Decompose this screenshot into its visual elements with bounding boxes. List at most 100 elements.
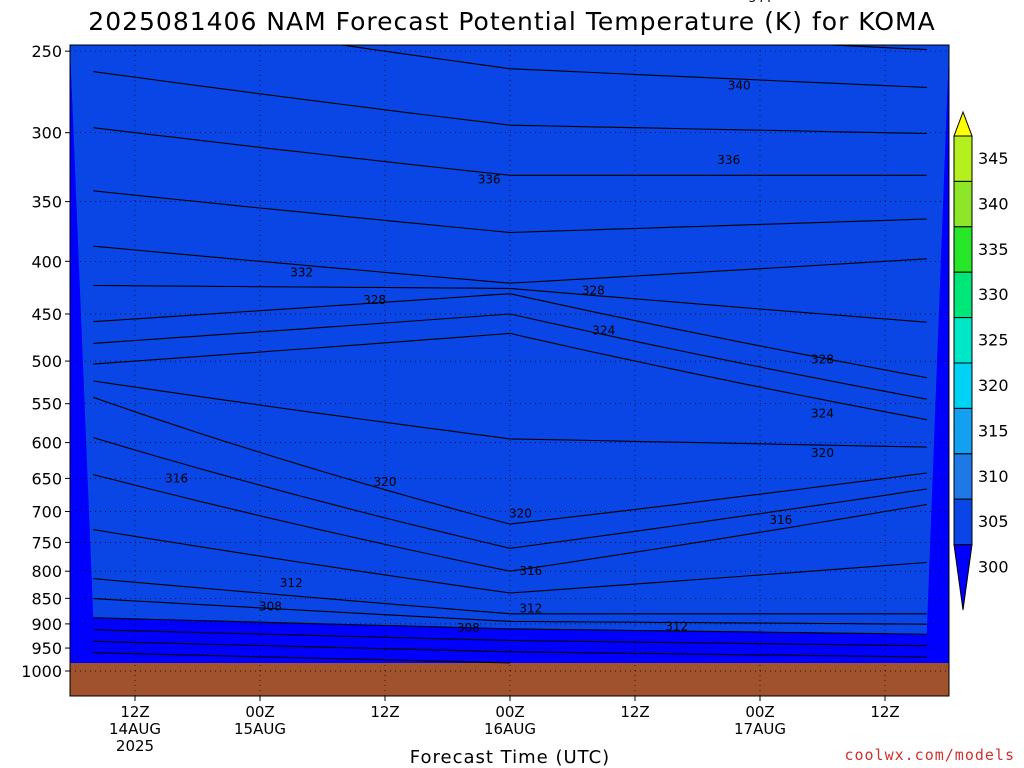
contour-label-text: 312 bbox=[519, 602, 542, 616]
contour-label: 316 bbox=[165, 471, 188, 485]
colorbar-label: 345 bbox=[978, 149, 1009, 168]
credit-text: coolwx.com/models bbox=[844, 746, 1015, 764]
y-tick-label: 950 bbox=[31, 639, 62, 658]
y-tick-label: 250 bbox=[31, 42, 62, 61]
contour-324K bbox=[93, 332, 927, 421]
contour-label: 308 bbox=[457, 621, 480, 635]
contour-label-text: 340 bbox=[728, 79, 751, 93]
x-tick-label: 16AUG bbox=[484, 720, 536, 738]
contour-label: 328 bbox=[811, 352, 834, 366]
contour-label-text: 328 bbox=[582, 284, 605, 298]
temperature-bands bbox=[70, 45, 949, 663]
y-tick-label: 350 bbox=[31, 193, 62, 212]
colorbar-segment bbox=[953, 498, 973, 546]
contour-label: 312 bbox=[519, 602, 542, 616]
contour-332K bbox=[93, 245, 927, 284]
y-tick-label: 550 bbox=[31, 395, 62, 414]
contour-308K bbox=[93, 617, 927, 635]
y-tick-label: 400 bbox=[31, 252, 62, 271]
contour-318K bbox=[93, 437, 927, 549]
contour-label: 340 bbox=[728, 79, 751, 93]
contour-label: 320 bbox=[509, 506, 532, 520]
contour-label-text: 336 bbox=[478, 172, 501, 186]
colorbar-segment bbox=[953, 362, 973, 409]
contour-label-text: 332 bbox=[290, 265, 313, 279]
contour-312K bbox=[93, 578, 927, 615]
x-axis-title: Forecast Time (UTC) bbox=[410, 747, 610, 768]
colorbar-bottom-arrow bbox=[953, 544, 973, 611]
contour-label: 328 bbox=[582, 284, 605, 298]
contour-label: 324 bbox=[811, 406, 834, 420]
contour-label: 336 bbox=[717, 153, 740, 167]
grid-lines bbox=[70, 45, 949, 696]
contour-304K bbox=[93, 640, 927, 658]
y-tick-label: 900 bbox=[31, 615, 62, 634]
contour-label-text: 308 bbox=[457, 621, 480, 635]
contour-label: 344 bbox=[749, 0, 772, 5]
y-tick-label: 450 bbox=[31, 305, 62, 324]
contour-label: 316 bbox=[769, 513, 792, 527]
x-tick-label: 15AUG bbox=[234, 720, 286, 738]
colorbar-label: 325 bbox=[978, 331, 1009, 350]
x-tick-label: 00Z bbox=[495, 703, 524, 721]
contour-328K bbox=[93, 293, 927, 379]
contour-340K bbox=[338, 45, 927, 88]
contour-label-text: 312 bbox=[665, 619, 688, 633]
contour-label-text: 320 bbox=[509, 506, 532, 520]
colorbar-label: 320 bbox=[978, 376, 1009, 395]
contour-label: 316 bbox=[519, 564, 542, 578]
colorbar-label: 340 bbox=[978, 194, 1009, 213]
contour-310K bbox=[93, 598, 927, 625]
x-tick-label: 2025 bbox=[116, 737, 154, 755]
ground-fill bbox=[70, 663, 949, 696]
colorbar-segment bbox=[953, 271, 973, 319]
y-tick-label: 650 bbox=[31, 469, 62, 488]
colorbar-top-arrow bbox=[953, 110, 973, 137]
y-axis: 250 300 350 400 450 500 550 600 650 700 750 800 850 9… bbox=[21, 42, 70, 681]
x-tick-label: 12Z bbox=[370, 703, 399, 721]
colorbar-label: 310 bbox=[978, 467, 1009, 486]
chart-title: 2025081406 NAM Forecast Potential Temper… bbox=[88, 7, 935, 36]
y-tick-label: 600 bbox=[31, 434, 62, 453]
x-tick-label: 17AUG bbox=[734, 720, 786, 738]
ground-layer bbox=[70, 663, 949, 696]
colorbar-label: 335 bbox=[978, 240, 1009, 259]
contour-label: 312 bbox=[665, 619, 688, 633]
contour-330K bbox=[93, 284, 927, 323]
colorbar-label: 305 bbox=[978, 512, 1009, 531]
x-tick-label: 12Z bbox=[120, 703, 149, 721]
contour-label: 308 bbox=[259, 600, 282, 614]
contour-302K bbox=[93, 652, 511, 664]
y-tick-label: 300 bbox=[31, 124, 62, 143]
band-308K bbox=[70, 45, 949, 635]
colorbar-segment bbox=[953, 226, 973, 273]
contour-label-text: 308 bbox=[259, 600, 282, 614]
contour-label: 332 bbox=[290, 265, 313, 279]
contour-label-text: 328 bbox=[811, 352, 834, 366]
x-tick-label: 14AUG bbox=[109, 720, 161, 738]
contour-labels: 3403443403363363323283283243283243203163… bbox=[165, 0, 834, 635]
contour-label-text: 316 bbox=[519, 564, 542, 578]
contour-320K bbox=[93, 396, 927, 525]
contour-label: 336 bbox=[478, 172, 501, 186]
y-tick-label: 800 bbox=[31, 562, 62, 581]
contour-label-text: 344 bbox=[749, 0, 772, 5]
contour-label-text: 328 bbox=[363, 293, 386, 307]
colorbar: 300 305 310 315 320 325 330 335 340 345 bbox=[953, 110, 1009, 611]
contour-314K bbox=[93, 529, 927, 594]
contour-label-text: 312 bbox=[280, 576, 303, 590]
contour-label-text: 316 bbox=[769, 513, 792, 527]
contour-334K bbox=[93, 190, 927, 234]
contour-label: 320 bbox=[374, 475, 397, 489]
contour-label-text: 316 bbox=[165, 471, 188, 485]
contour-label: 312 bbox=[280, 576, 303, 590]
y-tick-label: 850 bbox=[31, 589, 62, 608]
contour-label-text: 336 bbox=[717, 153, 740, 167]
colorbar-segment bbox=[953, 453, 973, 500]
contour-label: 328 bbox=[363, 293, 386, 307]
contour-label: 324 bbox=[592, 324, 615, 338]
y-tick-label: 700 bbox=[31, 503, 62, 522]
colorbar-segment bbox=[953, 407, 973, 455]
